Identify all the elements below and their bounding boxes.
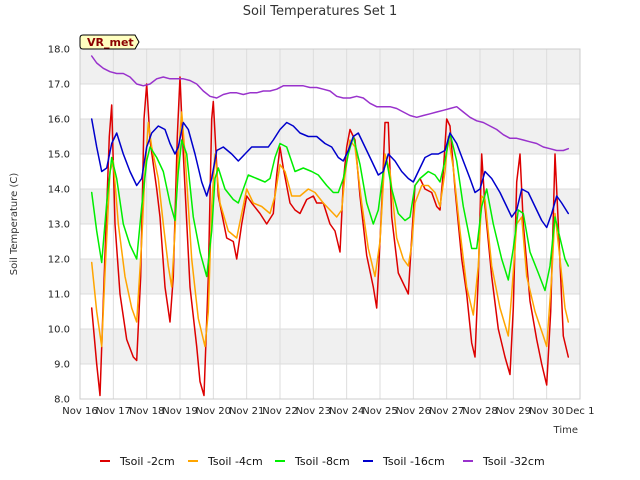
legend-item: Tsoil -32cm	[463, 455, 545, 468]
y-tick-label: 11.0	[48, 290, 70, 301]
station-badge: VR_met	[79, 34, 140, 50]
x-tick-label: Nov 18	[129, 406, 164, 417]
x-tick-label: Nov 30	[529, 406, 564, 417]
legend-item: Tsoil -4cm	[188, 455, 263, 468]
y-tick-label: 17.0	[48, 80, 70, 91]
plot-band	[80, 329, 580, 364]
x-axis-title: Time	[553, 425, 578, 436]
y-tick-label: 10.0	[48, 325, 70, 336]
plot-band	[80, 224, 580, 259]
y-tick-label: 16.0	[48, 115, 70, 126]
series-line-tsoil-8cm	[90, 132, 570, 292]
x-tick-label: Nov 28	[462, 406, 497, 417]
x-tick-label: Nov 20	[196, 406, 231, 417]
legend-label: Tsoil -4cm	[207, 455, 263, 468]
x-tick-label: Nov 22	[262, 406, 297, 417]
y-axis-title: Soil Temperature (C)	[9, 173, 20, 276]
x-tick-label: Nov 25	[362, 406, 397, 417]
plot-band	[80, 189, 580, 224]
x-tick-label: Nov 24	[329, 406, 364, 417]
plot-band	[80, 84, 580, 119]
legend-item: Tsoil -2cm	[100, 455, 175, 468]
x-tick-label: Nov 26	[396, 406, 431, 417]
badge-label: VR_met	[87, 36, 134, 49]
plot-frame	[79, 48, 581, 400]
y-tick-label: 9.0	[54, 360, 70, 371]
legend-item: Tsoil -16cm	[363, 455, 445, 468]
y-tick-labels: 8.0 9.0 10.0 11.0 12.0 13.0 14.0 15.0 16.0 17.0 18…	[48, 45, 70, 406]
series-line-tsoil-4cm	[90, 111, 570, 348]
legend-label: Tsoil -8cm	[294, 455, 350, 468]
legend-label: Tsoil -16cm	[382, 455, 445, 468]
x-tick-label: Nov 29	[496, 406, 531, 417]
plot-band	[80, 259, 580, 294]
y-tick-label: 18.0	[48, 45, 70, 56]
x-tick-label: Nov 19	[162, 406, 197, 417]
plot-bands	[80, 49, 580, 399]
legend-label: Tsoil -2cm	[119, 455, 175, 468]
legend: Tsoil -2cm Tsoil -4cm Tsoil -8cm Tsoil -16c…	[100, 455, 545, 468]
y-tick-label: 12.0	[48, 255, 70, 266]
plot-band	[80, 364, 580, 399]
x-tick-label: Nov 27	[429, 406, 464, 417]
y-tick-label: 8.0	[54, 395, 70, 406]
series-lines	[90, 55, 570, 397]
legend-label: Tsoil -32cm	[482, 455, 545, 468]
series-line-tsoil-16cm	[90, 118, 570, 229]
series-line-tsoil-32cm	[90, 55, 570, 152]
x-tick-label: Nov 21	[229, 406, 264, 417]
badge-shape	[79, 34, 140, 50]
y-tick-label: 15.0	[48, 150, 70, 161]
x-tick-label: Nov 23	[296, 406, 331, 417]
y-tick-label: 13.0	[48, 220, 70, 231]
chart-title: Soil Temperatures Set 1	[243, 4, 398, 19]
x-tick-label: Nov 17	[96, 406, 131, 417]
x-tick-label: Dec 1	[566, 406, 595, 417]
legend-item: Tsoil -8cm	[275, 455, 350, 468]
plot-band	[80, 49, 580, 84]
y-tick-label: 14.0	[48, 185, 70, 196]
plot-band	[80, 119, 580, 154]
x-tick-label: Nov 16	[62, 406, 97, 417]
